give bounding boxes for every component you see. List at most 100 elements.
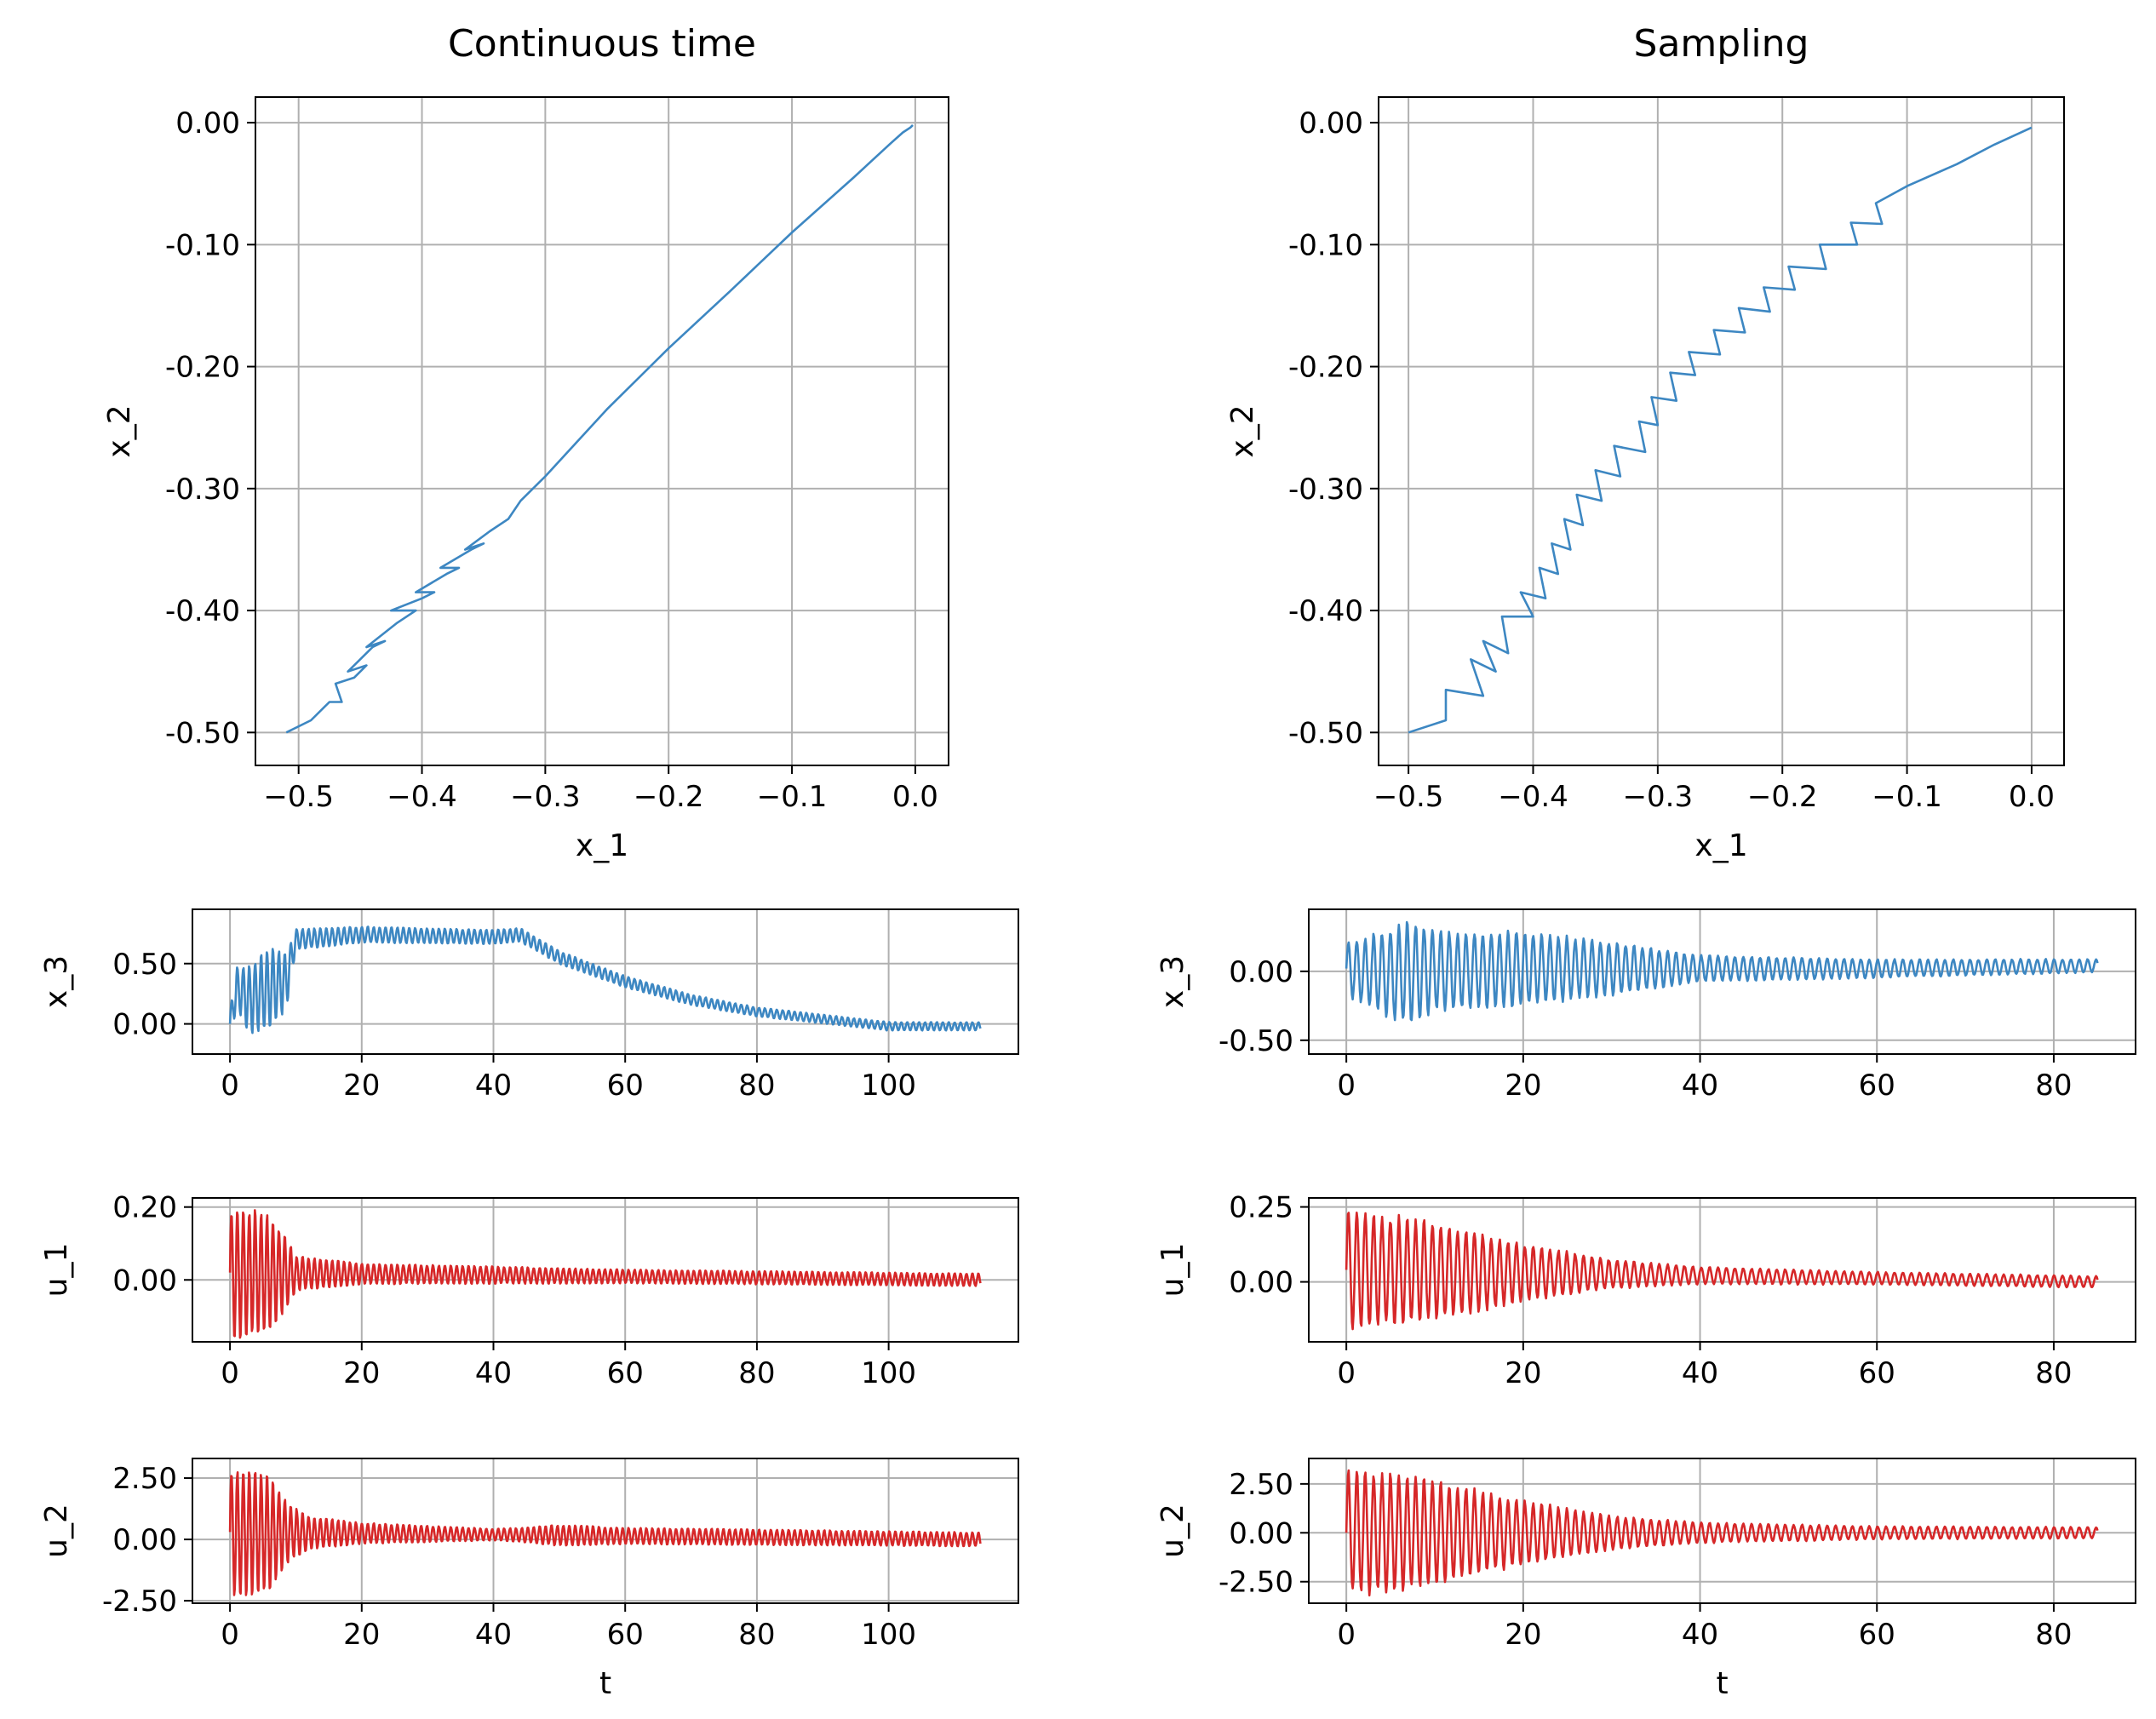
y-tick-label: -0.50 xyxy=(165,716,240,750)
chart-sampling-phase: −0.5 −0.4 −0.3 −0.2 −0.1 0.0 0.00 -0.10 -0.20 -0.… xyxy=(1225,22,2065,863)
y-tick-label: 0.00 xyxy=(112,1263,177,1298)
axes-frame xyxy=(1308,1197,2136,1343)
x-axis-label: x_1 xyxy=(1694,828,1747,863)
y-axis-label: u_1 xyxy=(39,1243,74,1298)
y-tick-label: 0.00 xyxy=(1299,106,1363,140)
y-tick-label: -0.40 xyxy=(1288,594,1363,628)
x-tick-label: 0 xyxy=(221,1618,239,1652)
x-tick-label: 20 xyxy=(343,1069,380,1103)
x-tick-label: −0.4 xyxy=(1498,780,1568,814)
x-axis-label: t xyxy=(599,1666,611,1701)
x-tick-label: 20 xyxy=(1505,1356,1541,1390)
chart-continuous-phase: −0.5 −0.4 −0.3 −0.2 −0.1 0.0 0.00 -0.10 -0.20 -0.… xyxy=(102,22,949,863)
series-line-u_1 xyxy=(228,1209,982,1339)
chart-continuous-x3: 0 20 40 60 80 100 0.50 0.00 x_3 xyxy=(39,908,1019,1103)
y-tick-label: -0.10 xyxy=(1288,228,1363,262)
y-axis-label: u_2 xyxy=(39,1504,74,1558)
x-tick-label: −0.5 xyxy=(263,780,334,814)
y-axis-label: x_3 xyxy=(1155,955,1190,1008)
x-tick-label: −0.5 xyxy=(1373,780,1444,814)
x-tick-label: 100 xyxy=(861,1618,916,1652)
y-tick-label: -0.10 xyxy=(165,228,240,262)
y-tick-label: -0.20 xyxy=(165,351,240,385)
axes-frame xyxy=(192,1197,1019,1343)
axes-frame xyxy=(192,908,1019,1055)
x-tick-label: −0.1 xyxy=(757,780,828,814)
x-tick-label: −0.2 xyxy=(634,780,704,814)
y-tick-label: -0.20 xyxy=(1288,351,1363,385)
series-line-u_2 xyxy=(1345,1469,2099,1597)
x-tick-label: −0.1 xyxy=(1872,780,1942,814)
y-axis-label: u_2 xyxy=(1155,1504,1190,1558)
series-line-u_2 xyxy=(228,1471,982,1596)
x-tick-label: 60 xyxy=(607,1356,644,1390)
chart-continuous-u1: 0 20 40 60 80 100 0.20 0.00 u_1 xyxy=(39,1191,1019,1390)
y-tick-label: 0.00 xyxy=(112,1523,177,1557)
y-tick-label: 2.50 xyxy=(112,1462,177,1496)
y-axis-label: x_2 xyxy=(1225,404,1260,457)
chart-title: Sampling xyxy=(1634,22,1809,66)
y-axis-label: x_2 xyxy=(102,404,137,457)
y-tick-label: 0.00 xyxy=(1229,1266,1293,1300)
x-tick-label: 80 xyxy=(738,1356,775,1390)
x-tick-label: 80 xyxy=(2035,1618,2072,1652)
x-tick-label: 40 xyxy=(475,1069,512,1103)
y-tick-label: -0.50 xyxy=(1288,716,1363,750)
x-tick-label: 0.0 xyxy=(892,780,938,814)
y-tick-label: -0.30 xyxy=(165,473,240,507)
y-axis-label: x_3 xyxy=(39,955,74,1008)
y-tick-label: 0.00 xyxy=(175,106,240,140)
chart-continuous-u2: 0 20 40 60 80 100 2.50 0.00 -2.50 t u_2 xyxy=(39,1458,1019,1701)
x-tick-label: 40 xyxy=(475,1618,512,1652)
series-line-x_3 xyxy=(1345,920,2099,1022)
x-tick-label: 40 xyxy=(1682,1618,1718,1652)
y-tick-label: -2.50 xyxy=(102,1584,177,1619)
x-tick-label: 60 xyxy=(1859,1618,1895,1652)
chart-sampling-u2: 0 20 40 60 80 2.50 0.00 -2.50 t u_2 xyxy=(1155,1458,2136,1701)
chart-title: Continuous time xyxy=(448,22,756,66)
x-tick-label: 80 xyxy=(2035,1069,2072,1103)
x-tick-label: 0 xyxy=(1337,1069,1356,1103)
chart-sampling-x3: 0 20 40 60 80 0.00 -0.50 x_3 xyxy=(1155,908,2136,1103)
y-tick-label: 0.20 xyxy=(112,1191,177,1225)
x-tick-label: 20 xyxy=(343,1618,380,1652)
y-tick-label: -0.30 xyxy=(1288,473,1363,507)
axes-frame xyxy=(255,96,949,766)
y-tick-label: 2.50 xyxy=(1229,1468,1293,1502)
series-line-trajectory xyxy=(285,123,914,734)
y-tick-label: -0.40 xyxy=(165,594,240,628)
series-line-u_1 xyxy=(1345,1212,2099,1331)
x-tick-label: −0.2 xyxy=(1747,780,1818,814)
x-axis-label: x_1 xyxy=(576,828,628,863)
y-tick-label: -2.50 xyxy=(1218,1566,1293,1600)
x-tick-label: 80 xyxy=(2035,1356,2072,1390)
y-tick-label: 0.00 xyxy=(112,1008,177,1042)
x-tick-label: 60 xyxy=(607,1069,644,1103)
x-tick-label: 60 xyxy=(607,1618,644,1652)
x-tick-label: 20 xyxy=(1505,1618,1541,1652)
axes-frame xyxy=(1308,908,2136,1055)
chart-sampling-u1: 0 20 40 60 80 0.25 0.00 u_1 xyxy=(1155,1191,2136,1390)
x-tick-label: 100 xyxy=(861,1069,916,1103)
x-tick-label: 40 xyxy=(1682,1069,1718,1103)
x-tick-label: −0.3 xyxy=(510,780,581,814)
x-tick-label: 20 xyxy=(343,1356,380,1390)
series-line-trajectory xyxy=(1408,126,2033,734)
x-tick-label: 60 xyxy=(1859,1069,1895,1103)
y-tick-label: 0.00 xyxy=(1229,1516,1293,1550)
x-tick-label: 100 xyxy=(861,1356,916,1390)
axes-frame xyxy=(192,1458,1019,1604)
x-tick-label: 0.0 xyxy=(2009,780,2055,814)
x-tick-label: 0 xyxy=(221,1069,239,1103)
y-tick-label: 0.25 xyxy=(1229,1191,1293,1225)
x-tick-label: 40 xyxy=(1682,1356,1718,1390)
series-line-x_3 xyxy=(228,925,982,1034)
x-tick-label: 0 xyxy=(221,1356,239,1390)
y-tick-label: -0.50 xyxy=(1218,1024,1293,1058)
y-axis-label: u_1 xyxy=(1155,1243,1190,1298)
x-axis-label: t xyxy=(1716,1666,1728,1701)
axes-frame xyxy=(1378,96,2065,766)
axes-frame xyxy=(1308,1458,2136,1604)
x-tick-label: 0 xyxy=(1337,1618,1356,1652)
